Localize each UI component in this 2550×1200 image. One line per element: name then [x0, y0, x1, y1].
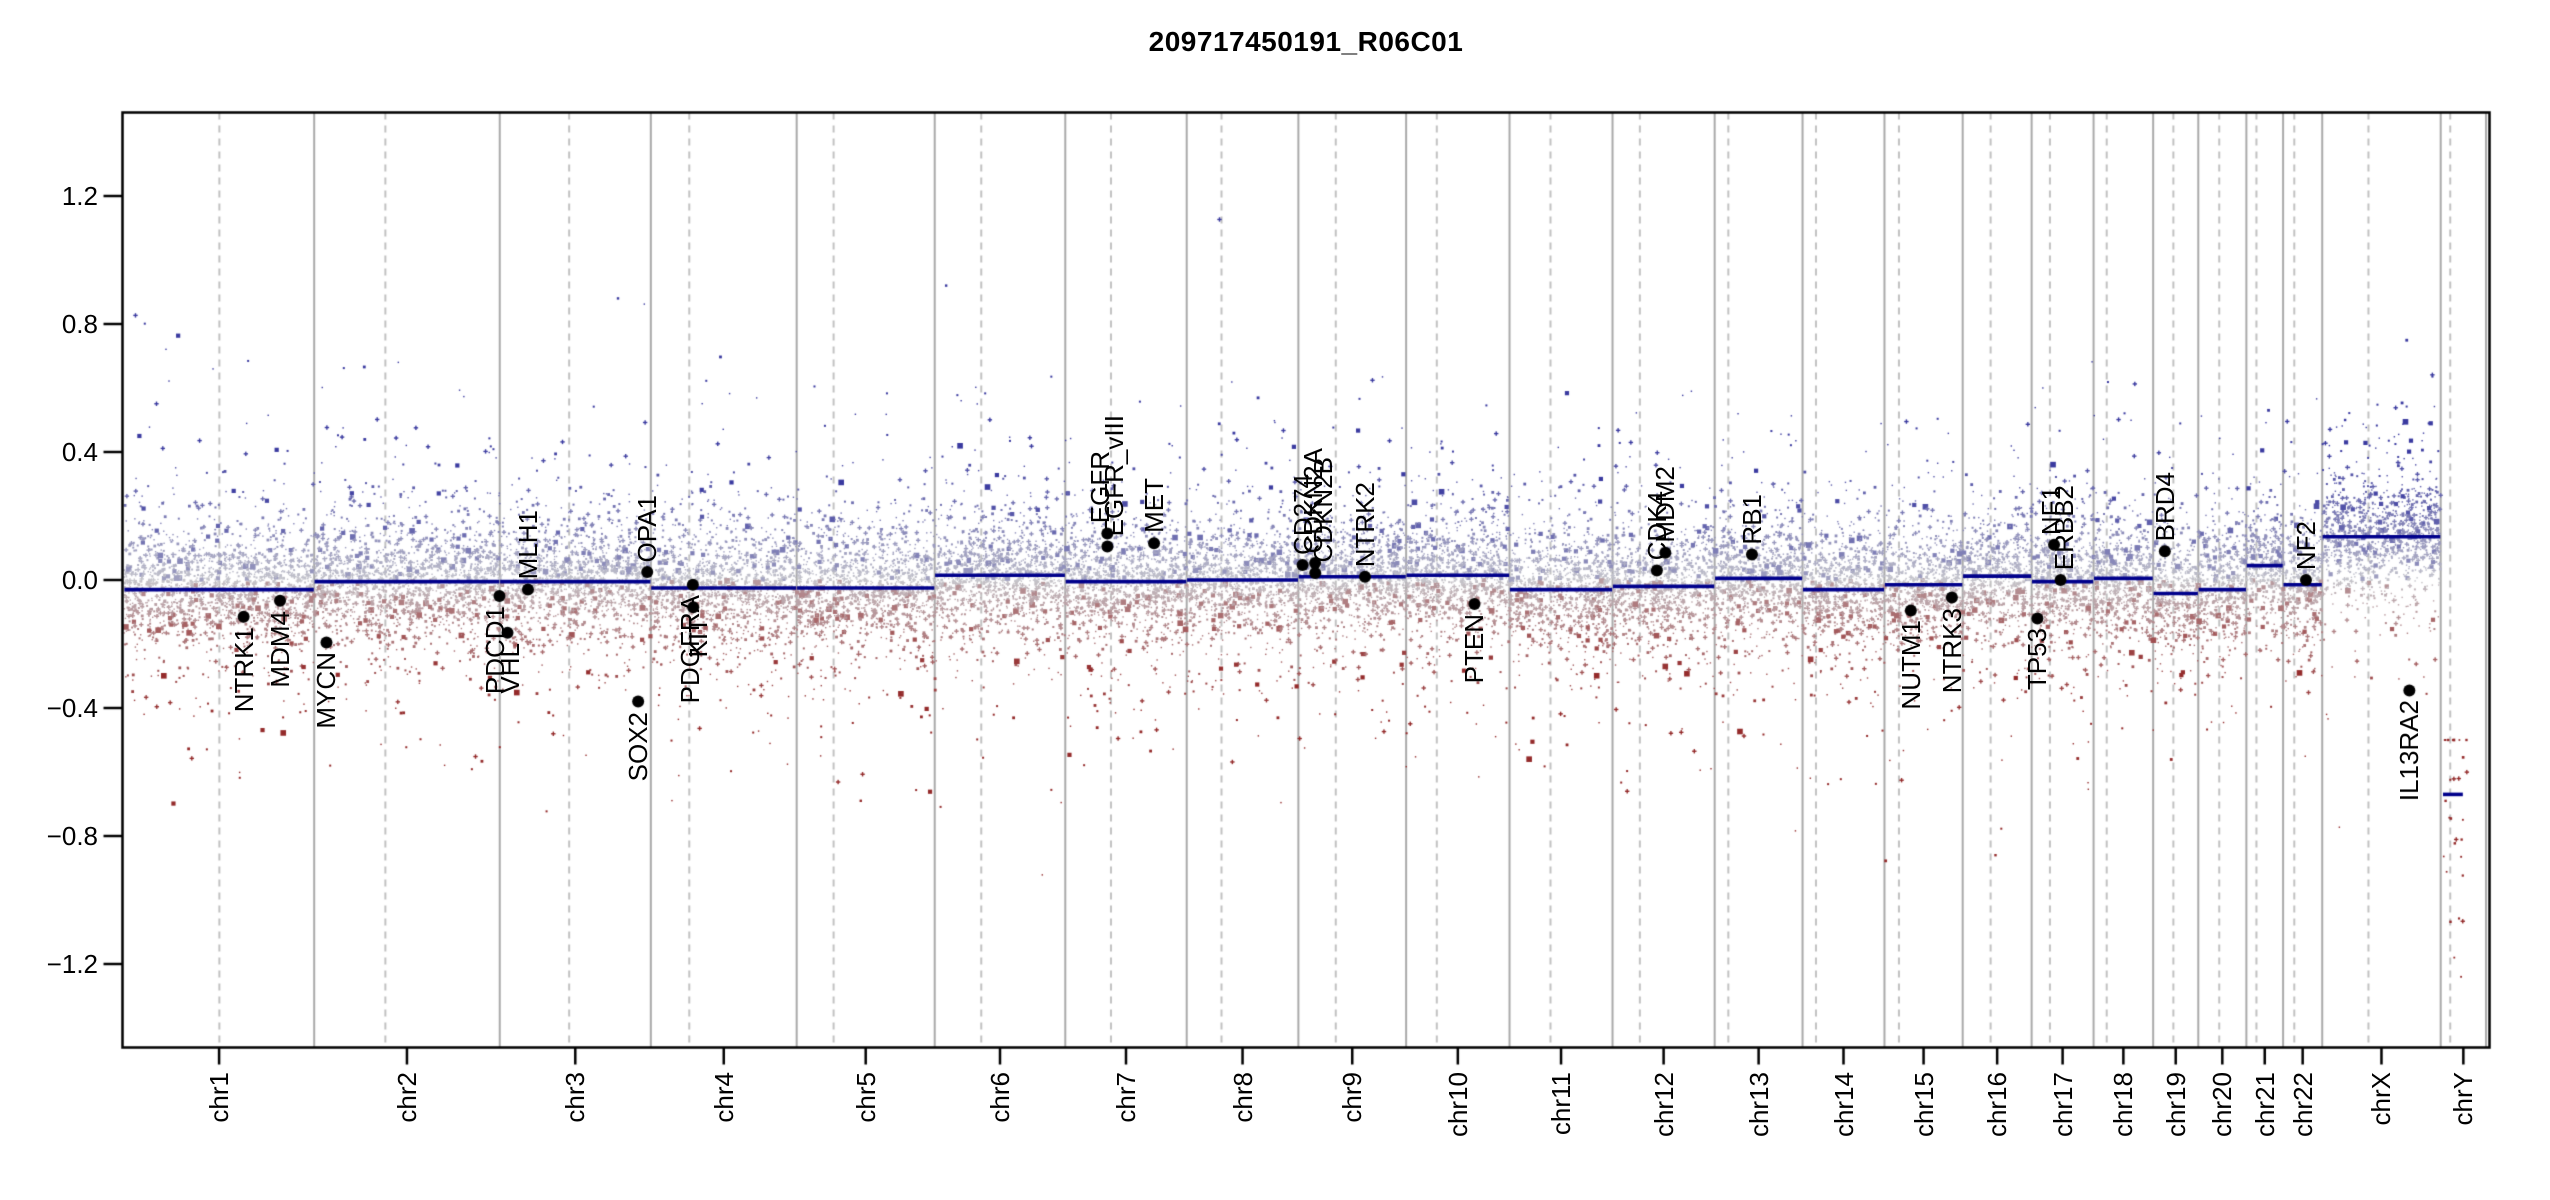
y-tick-label: 0.0	[61, 565, 98, 595]
gene-label: NTRK3	[1936, 607, 1967, 693]
plot-title: 209717450191_R06C01	[1148, 26, 1464, 57]
chr-axis-label: chr15	[1908, 1072, 1939, 1138]
gene-label: TP53	[2022, 628, 2053, 691]
y-tick-label: 0.4	[61, 437, 98, 467]
gene-label: PTEN	[1459, 614, 1490, 684]
gene-label: VHL	[494, 642, 525, 694]
gene-label: IL13RA2	[2394, 700, 2425, 802]
chr-axis-label: chr20	[2207, 1072, 2238, 1138]
gene-label: KIT	[683, 617, 714, 658]
gene-label: BRD4	[2149, 471, 2180, 542]
y-tick-label: 0.8	[61, 309, 98, 339]
gene-label: MYCN	[311, 652, 342, 729]
gene-label: MET	[1139, 478, 1170, 534]
y-tick-label: 1.2	[61, 181, 98, 211]
y-tick-label: −1.2	[46, 949, 98, 979]
chr-axis-label: chrX	[2366, 1072, 2397, 1126]
chr-axis-label: chr2	[391, 1072, 422, 1123]
chr-axis-label: chr6	[985, 1072, 1015, 1123]
y-tick-label: −0.4	[46, 693, 98, 723]
gene-label: MLH1	[512, 510, 543, 580]
gene-label: MDM2	[1650, 466, 1681, 543]
chr-axis-label: chr19	[2160, 1072, 2191, 1138]
gene-label: SOX2	[623, 711, 654, 781]
chr-axis-label: chr16	[1982, 1072, 2013, 1138]
chr-axis-label: chr21	[2249, 1072, 2280, 1138]
chr-axis-label: chr11	[1546, 1072, 1577, 1136]
chr-axis-label: chr10	[1442, 1072, 1473, 1138]
chr-axis-label: chr4	[708, 1072, 739, 1123]
chr-axis-label: chr18	[2108, 1072, 2139, 1138]
chr-axis-label: chr22	[2287, 1072, 2318, 1138]
gene-label: CDKN2B	[1308, 457, 1339, 563]
chr-axis-label: chrY	[2448, 1072, 2479, 1126]
y-tick-label: −0.8	[46, 821, 98, 851]
chr-axis-label: chr13	[1743, 1072, 1774, 1138]
gene-label: NTRK1	[228, 626, 259, 713]
chr-axis-label: chr14	[1828, 1072, 1859, 1138]
gene-label: RB1	[1736, 493, 1767, 545]
chr-axis-label: chr3	[560, 1072, 591, 1123]
chr-axis-label: chr17	[2047, 1072, 2078, 1138]
gene-label: NUTM1	[1895, 620, 1926, 710]
chr-axis-label: chr1	[204, 1072, 235, 1123]
gene-label: MDM4	[265, 610, 296, 688]
chr-axis-label: chr7	[1110, 1072, 1141, 1123]
gene-label: EGFR_vIII	[1099, 415, 1130, 537]
gene-label: NF2	[2290, 520, 2321, 570]
gene-label: ERBB2	[2048, 484, 2079, 570]
chr-axis-label: chr12	[1648, 1072, 1679, 1138]
gene-label: OPA1	[632, 494, 663, 562]
chr-axis-label: chr9	[1337, 1072, 1368, 1123]
chr-axis-label: chr5	[850, 1072, 881, 1123]
gene-label: NTRK2	[1349, 481, 1380, 567]
chr-axis-label: chr8	[1227, 1072, 1258, 1123]
